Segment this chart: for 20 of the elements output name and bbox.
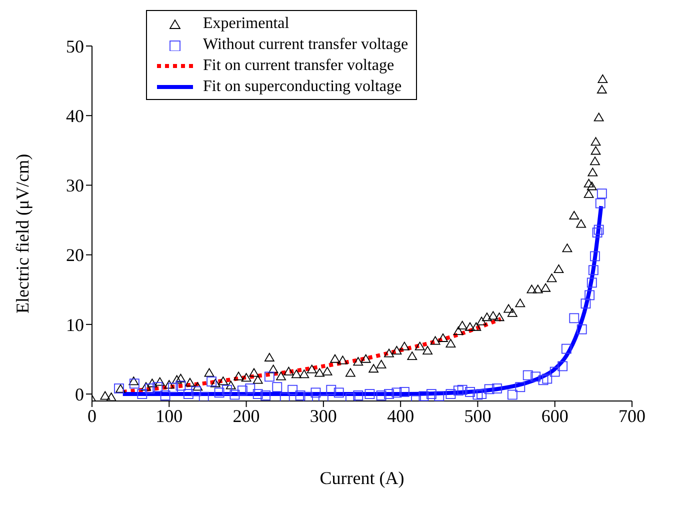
x-tick-label: 400 xyxy=(387,406,414,426)
x-tick-label: 500 xyxy=(464,406,492,426)
legend-label: Experimental xyxy=(203,14,290,34)
y-tick-label: 40 xyxy=(66,106,84,126)
legend-label: Without current transfer voltage xyxy=(203,35,408,55)
x-tick-label: 100 xyxy=(156,406,183,426)
x-tick-label: 300 xyxy=(310,406,337,426)
y-tick-label: 10 xyxy=(66,314,84,335)
x-tick-label: 200 xyxy=(232,406,260,426)
x-axis-title: Current (A) xyxy=(320,468,404,488)
legend-label: Fit on superconducting voltage xyxy=(203,77,402,97)
x-tick-label: 600 xyxy=(541,406,568,426)
x-tick-label: 0 xyxy=(88,406,96,426)
y-tick-label: 20 xyxy=(66,245,84,266)
y-axis-title: Electric field (μV/cm) xyxy=(12,154,32,314)
y-tick-label: 50 xyxy=(66,36,84,56)
x-tick-label: 700 xyxy=(618,406,646,426)
y-tick-label: 30 xyxy=(66,176,84,196)
y-tick-label: 0 xyxy=(75,384,84,404)
legend-label: Fit on current transfer voltage xyxy=(203,56,394,76)
